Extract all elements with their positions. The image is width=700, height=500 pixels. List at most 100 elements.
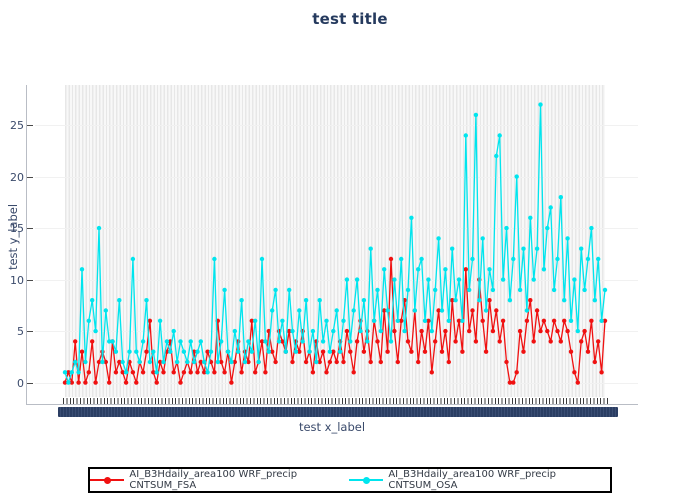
data-point-marker <box>222 287 227 293</box>
data-point-marker <box>596 256 601 262</box>
data-point-marker <box>534 308 540 313</box>
data-point-marker <box>297 349 302 354</box>
data-point-marker <box>348 349 353 354</box>
data-point-marker <box>568 318 574 323</box>
data-point-marker <box>242 359 248 365</box>
data-point-marker <box>419 256 424 262</box>
data-point-marker <box>202 359 207 365</box>
data-point-marker <box>402 328 407 334</box>
data-point-marker <box>385 308 390 313</box>
data-point-marker <box>198 339 203 344</box>
data-point-marker <box>467 328 472 334</box>
data-point-marker <box>307 349 312 354</box>
data-point-marker <box>483 308 489 313</box>
x-axis-tick-marks <box>63 398 608 404</box>
data-point-marker <box>273 287 278 293</box>
data-point-marker <box>100 359 105 365</box>
data-point-marker <box>300 339 305 344</box>
plot-canvas <box>62 102 608 385</box>
data-point-marker <box>198 359 203 365</box>
data-point-marker <box>215 359 220 365</box>
data-point-marker <box>293 349 299 354</box>
data-point-marker <box>113 349 119 354</box>
data-point-marker <box>239 298 244 303</box>
data-point-marker <box>429 328 434 334</box>
data-point-marker <box>422 349 428 354</box>
data-point-marker <box>287 328 292 334</box>
data-point-marker <box>331 349 336 354</box>
data-point-marker <box>127 349 132 354</box>
y-tick-mark <box>27 228 33 230</box>
data-point-marker <box>463 133 468 138</box>
data-point-marker <box>548 205 553 210</box>
data-point-marker <box>399 318 404 323</box>
data-point-marker <box>107 339 112 344</box>
y-axis-spine <box>26 85 27 404</box>
legend-item[interactable]: AI_B3Hdaily_area100 WRF_precip CNTSUM_OS… <box>348 469 610 491</box>
data-point-marker <box>225 349 231 354</box>
data-point-marker <box>229 380 234 385</box>
data-point-marker <box>409 349 414 354</box>
data-point-marker <box>76 380 81 385</box>
data-point-marker <box>212 256 217 262</box>
data-point-marker <box>511 380 516 385</box>
data-point-marker <box>511 256 516 262</box>
data-point-marker <box>426 277 431 282</box>
data-point-marker <box>314 359 319 365</box>
data-point-marker <box>436 236 441 241</box>
data-point-marker <box>253 370 258 375</box>
data-point-marker <box>79 349 85 354</box>
data-point-marker <box>62 380 68 385</box>
data-point-marker <box>405 339 411 344</box>
data-point-marker <box>320 349 326 354</box>
data-point-marker <box>579 246 584 251</box>
data-point-marker <box>446 359 451 365</box>
data-point-marker <box>317 359 322 365</box>
plot-background-category-gridlines <box>65 85 605 397</box>
data-point-marker <box>280 318 285 323</box>
data-point-marker <box>76 370 81 375</box>
data-point-marker <box>585 349 591 354</box>
data-point-marker <box>439 308 445 313</box>
data-point-marker <box>572 370 577 375</box>
data-point-marker <box>385 349 390 354</box>
data-point-marker <box>344 277 350 282</box>
data-point-marker <box>66 380 71 385</box>
data-point-marker <box>538 102 543 107</box>
data-point-marker <box>86 318 92 323</box>
data-point-marker <box>239 370 244 375</box>
data-point-marker <box>79 267 85 272</box>
data-point-marker <box>541 267 547 272</box>
data-point-marker <box>405 287 411 293</box>
gridline <box>35 125 638 127</box>
data-point-marker <box>521 246 526 251</box>
y-tick-label: 0 <box>17 376 24 390</box>
data-point-marker <box>310 370 316 375</box>
data-point-marker <box>500 277 506 282</box>
data-point-marker <box>436 308 441 313</box>
data-point-marker <box>531 277 536 282</box>
data-point-marker <box>195 370 200 375</box>
data-point-marker <box>361 298 367 303</box>
data-point-marker <box>497 339 502 344</box>
legend-item[interactable]: AI_B3Hdaily_area100 WRF_precip CNTSUM_FS… <box>90 469 349 491</box>
chart-title: test title <box>312 10 388 28</box>
data-point-marker <box>589 225 594 231</box>
data-point-marker <box>507 298 513 303</box>
data-point-marker <box>517 328 523 334</box>
data-point-marker <box>443 267 448 272</box>
data-point-marker <box>358 328 363 334</box>
data-point-marker <box>334 359 339 365</box>
data-point-marker <box>171 328 176 334</box>
data-point-marker <box>562 318 567 323</box>
data-point-marker <box>266 349 271 354</box>
data-point-marker <box>395 318 400 323</box>
data-point-marker <box>219 339 224 344</box>
data-point-marker <box>232 328 237 334</box>
data-point-marker <box>439 349 445 354</box>
x-tick-labels-overlapped-band <box>58 407 618 417</box>
data-point-marker <box>551 287 557 293</box>
data-point-marker <box>144 349 149 354</box>
data-point-marker <box>341 359 346 365</box>
data-point-marker <box>174 359 180 365</box>
